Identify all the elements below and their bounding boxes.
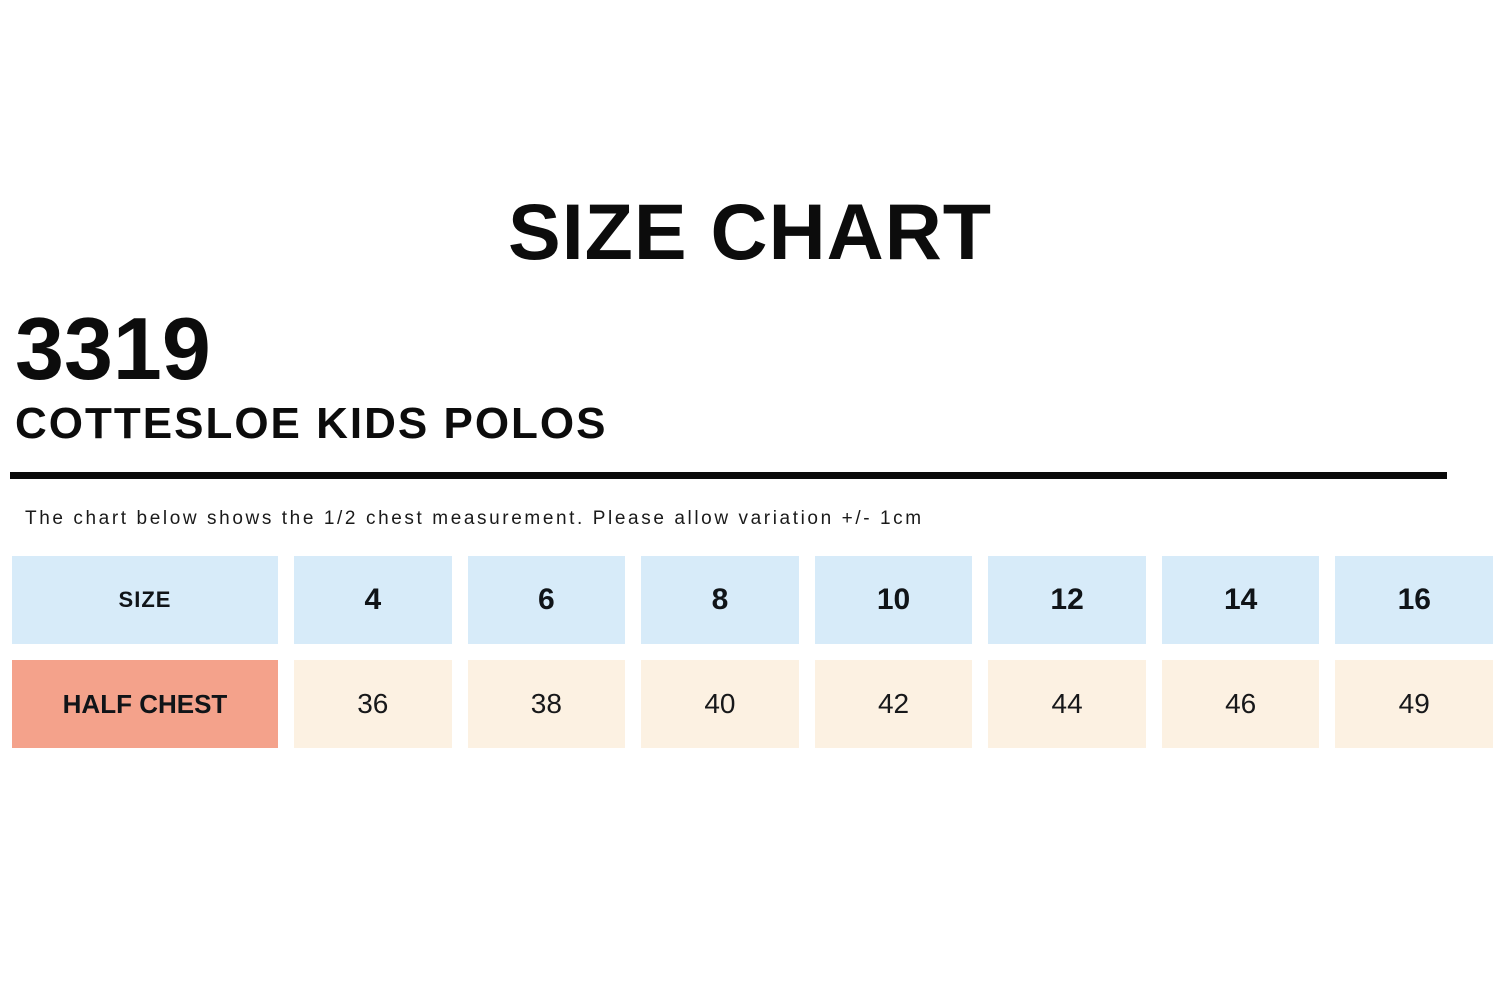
size-value: 4 bbox=[364, 583, 382, 616]
size-header-cell: 16 bbox=[1335, 556, 1494, 644]
half-chest-value-cell: 44 bbox=[988, 660, 1146, 748]
half-chest-value-cell: 49 bbox=[1335, 660, 1494, 748]
half-chest-value-cell: 38 bbox=[467, 660, 626, 748]
size-value: 14 bbox=[1223, 583, 1258, 616]
half-chest-value-cell: 46 bbox=[1161, 660, 1320, 748]
half-chest-value: 38 bbox=[530, 688, 562, 719]
half-chest-value: 36 bbox=[357, 688, 389, 719]
half-chest-value-cell: 42 bbox=[814, 660, 973, 748]
half-chest-row: HALF CHEST 36 38 40 42 44 46 49 bbox=[12, 660, 1494, 748]
size-header-label: SIZE bbox=[118, 587, 172, 612]
size-value: 6 bbox=[538, 583, 555, 616]
product-name: COTTESLOE KIDS POLOS bbox=[15, 399, 608, 448]
size-value: 8 bbox=[711, 583, 729, 616]
size-value: 10 bbox=[876, 583, 911, 616]
size-header-cell: 8 bbox=[641, 556, 799, 644]
size-header-cell: 12 bbox=[988, 556, 1146, 644]
size-header-cell: 14 bbox=[1161, 556, 1320, 644]
size-header-label-cell: SIZE bbox=[12, 556, 278, 644]
size-header-cell: 6 bbox=[467, 556, 626, 644]
half-chest-value: 40 bbox=[704, 688, 736, 719]
half-chest-value-cell: 40 bbox=[641, 660, 799, 748]
size-value: 16 bbox=[1397, 583, 1431, 616]
size-header-cell: 10 bbox=[814, 556, 973, 644]
half-chest-label: HALF CHEST bbox=[62, 688, 228, 719]
size-chart-table: SIZE 4 6 8 10 12 14 16 bbox=[12, 556, 1494, 748]
size-header-cell: 4 bbox=[294, 556, 452, 644]
measurement-note: The chart below shows the 1/2 chest meas… bbox=[25, 508, 924, 529]
size-value: 12 bbox=[1050, 583, 1084, 616]
half-chest-value: 44 bbox=[1051, 688, 1083, 719]
half-chest-label-cell: HALF CHEST bbox=[12, 660, 278, 748]
half-chest-value: 46 bbox=[1225, 688, 1257, 719]
half-chest-value-cell: 36 bbox=[294, 660, 452, 748]
size-header-row: SIZE 4 6 8 10 12 14 16 bbox=[12, 556, 1494, 644]
half-chest-value: 42 bbox=[877, 688, 910, 719]
product-code: 3319 bbox=[15, 299, 211, 398]
page-title: SIZE CHART bbox=[508, 187, 992, 276]
half-chest-value: 49 bbox=[1398, 688, 1430, 719]
divider bbox=[10, 472, 1447, 479]
